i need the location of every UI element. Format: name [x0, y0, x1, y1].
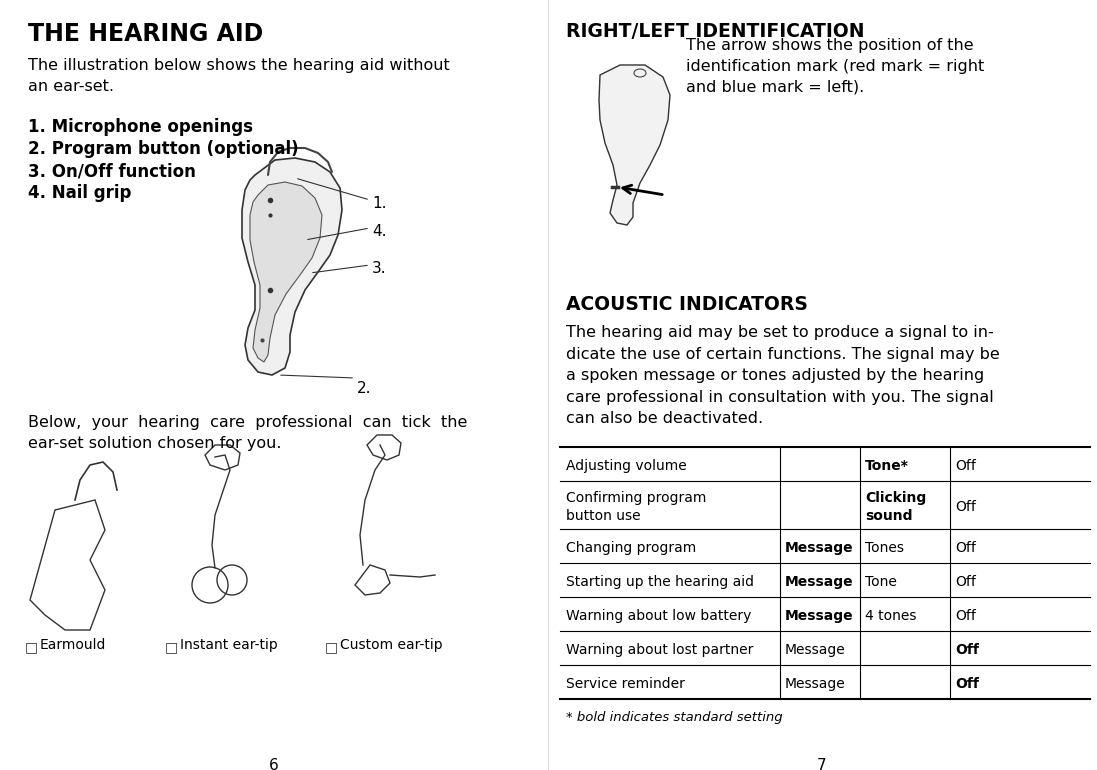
Text: The hearing aid may be set to produce a signal to in-
dicate the use of certain : The hearing aid may be set to produce a … [566, 325, 999, 427]
Text: Warning about lost partner: Warning about lost partner [566, 643, 754, 657]
Text: * bold indicates standard setting: * bold indicates standard setting [566, 711, 782, 724]
PathPatch shape [242, 158, 342, 375]
Text: Off: Off [955, 575, 976, 589]
Text: Off: Off [955, 643, 979, 657]
Text: 3.: 3. [372, 261, 386, 276]
Text: Custom ear-tip: Custom ear-tip [340, 638, 442, 652]
Text: Message: Message [785, 575, 853, 589]
Text: Off: Off [955, 677, 979, 691]
PathPatch shape [250, 182, 323, 362]
Text: Off: Off [955, 459, 976, 473]
Text: 1.: 1. [372, 196, 386, 211]
Text: Instant ear-tip: Instant ear-tip [180, 638, 278, 652]
Text: 2.: 2. [357, 381, 372, 396]
Text: Earmould: Earmould [39, 638, 106, 652]
Text: Adjusting volume: Adjusting volume [566, 459, 687, 473]
Text: Off: Off [955, 609, 976, 623]
Text: The illustration below shows the hearing aid without
an ear-set.: The illustration below shows the hearing… [29, 58, 450, 94]
Text: Confirming program
button use: Confirming program button use [566, 490, 706, 523]
Text: Tones: Tones [866, 541, 904, 555]
Text: Message: Message [785, 643, 846, 657]
PathPatch shape [599, 65, 670, 225]
Text: Warning about low battery: Warning about low battery [566, 609, 751, 623]
Text: 4 tones: 4 tones [866, 609, 916, 623]
Text: □: □ [25, 640, 38, 654]
Text: Starting up the hearing aid: Starting up the hearing aid [566, 575, 754, 589]
Text: RIGHT/LEFT IDENTIFICATION: RIGHT/LEFT IDENTIFICATION [566, 22, 864, 41]
Text: Off: Off [955, 541, 976, 555]
Text: □: □ [165, 640, 178, 654]
Text: 6: 6 [269, 758, 279, 770]
Text: Service reminder: Service reminder [566, 677, 685, 691]
Text: Changing program: Changing program [566, 541, 697, 555]
Text: Message: Message [785, 609, 853, 623]
Text: 3. On/Off function: 3. On/Off function [29, 162, 196, 180]
Text: ACOUSTIC INDICATORS: ACOUSTIC INDICATORS [566, 295, 807, 314]
Text: 7: 7 [817, 758, 827, 770]
Text: THE HEARING AID: THE HEARING AID [29, 22, 263, 46]
Text: Below,  your  hearing  care  professional  can  tick  the
ear-set solution chose: Below, your hearing care professional ca… [29, 415, 467, 451]
Text: 4. Nail grip: 4. Nail grip [29, 184, 132, 202]
Text: 1. Microphone openings: 1. Microphone openings [29, 118, 253, 136]
Text: Clicking
sound: Clicking sound [866, 490, 926, 523]
Text: 2. Program button (optional): 2. Program button (optional) [29, 140, 298, 158]
Text: 4.: 4. [372, 224, 386, 239]
Text: Tone: Tone [866, 575, 897, 589]
Text: □: □ [325, 640, 338, 654]
Text: Message: Message [785, 541, 853, 555]
Text: Message: Message [785, 677, 846, 691]
Text: Off: Off [955, 500, 976, 514]
Text: The arrow shows the position of the
identification mark (red mark = right
and bl: The arrow shows the position of the iden… [686, 38, 984, 95]
Text: Tone*: Tone* [866, 459, 909, 473]
